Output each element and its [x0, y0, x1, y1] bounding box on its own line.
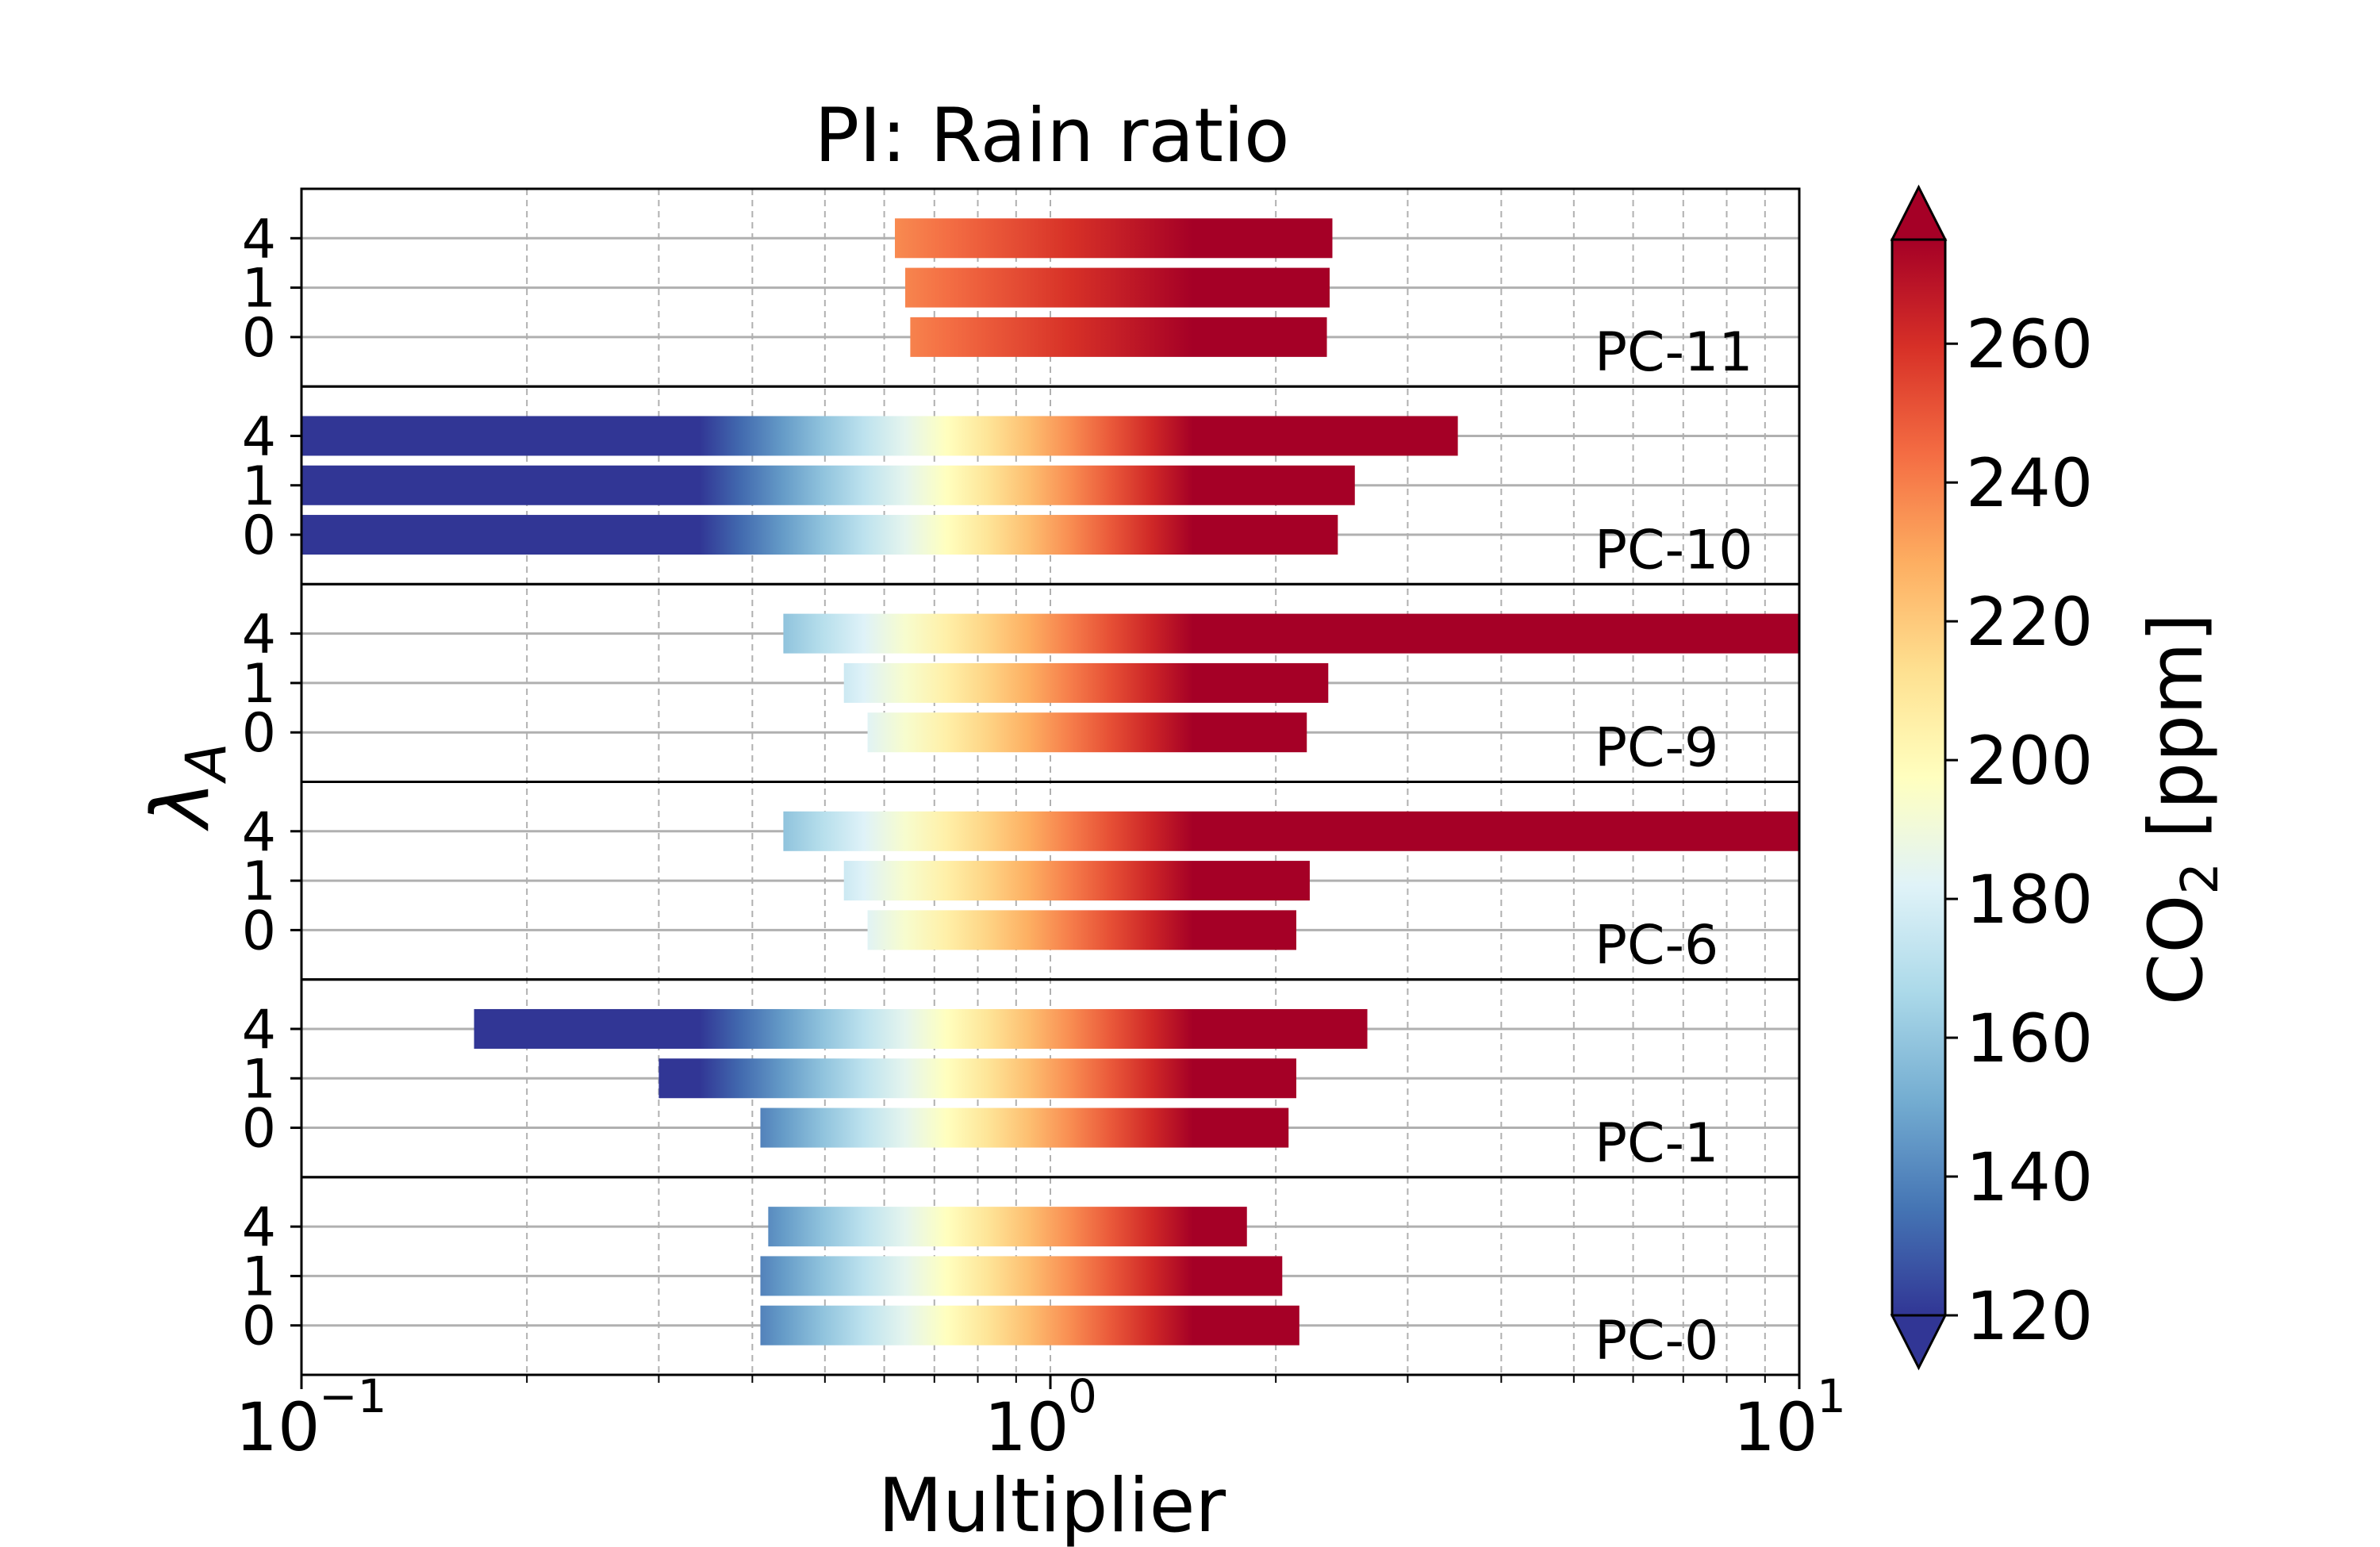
bar-pc-6-lambda-1 — [843, 861, 1310, 901]
y-tick-label: 0 — [242, 702, 276, 765]
bar-pc-9-lambda-0 — [867, 712, 1307, 753]
bar-pc-0-lambda-1 — [760, 1256, 1283, 1296]
colorbar-extend-bottom — [1890, 1314, 1948, 1371]
x-tick-label-exponent: 0 — [1068, 1369, 1097, 1423]
bar-pc-9-lambda-1 — [843, 662, 1329, 703]
y-tick-label: 1 — [242, 1048, 276, 1111]
bar-pc-9-lambda-4 — [783, 613, 1799, 654]
colorbar-extend-top — [1890, 184, 1948, 241]
y-tick-label: 1 — [242, 850, 276, 913]
y-axis-label: λA — [134, 743, 239, 831]
colorbar-tick-label: 240 — [1966, 444, 2093, 522]
y-tick-label: 0 — [242, 505, 276, 567]
y-tick-label: 4 — [242, 801, 276, 864]
x-tick-label: 10 — [985, 1388, 1069, 1466]
group-label: PC-6 — [1595, 915, 1718, 977]
colorbar-label: CO2 [ppm] — [2133, 613, 2230, 1005]
chart-title: PI: Rain ratio — [814, 93, 1289, 179]
colorbar-label-subscript: 2 — [2171, 862, 2230, 895]
group-label: PC-10 — [1595, 519, 1753, 582]
bar-pc-10-lambda-4 — [301, 416, 1458, 456]
panel-pc-6: 410 PC-6 — [242, 781, 1801, 981]
bar-pc-6-lambda-4 — [783, 811, 1799, 851]
group-label: PC-1 — [1595, 1112, 1718, 1175]
colorbar-label-prefix: CO — [2133, 895, 2220, 1006]
colorbar-tick-label: 160 — [1966, 1000, 2093, 1077]
y-tick-label: 1 — [242, 455, 276, 518]
y-tick-label: 0 — [242, 307, 276, 370]
bar-pc-1-lambda-1 — [658, 1058, 1296, 1099]
y-tick-label: 4 — [242, 604, 276, 666]
colorbar-tick-label: 220 — [1966, 583, 2093, 661]
bar-pc-10-lambda-1 — [301, 465, 1355, 505]
panel-pc-11: 410 PC-11 — [242, 187, 1801, 388]
bar-pc-1-lambda-0 — [760, 1107, 1289, 1148]
y-tick-label: 4 — [242, 999, 276, 1061]
colorbar-tick-label: 180 — [1966, 861, 2093, 939]
bar-pc-1-lambda-4 — [474, 1008, 1368, 1049]
bar-pc-6-lambda-0 — [867, 910, 1296, 950]
x-axis-label: Multiplier — [878, 1463, 1226, 1547]
svg-text:CO2 [ppm]: CO2 [ppm] — [2133, 613, 2230, 1005]
bar-pc-11-lambda-4 — [895, 218, 1333, 259]
y-axis-label-lambda: λ — [134, 781, 227, 831]
x-tick-label-exponent: 1 — [1817, 1369, 1846, 1423]
panel-pc-0: 410 PC-0 — [242, 1176, 1801, 1376]
group-label: PC-0 — [1595, 1310, 1718, 1372]
panel-pc-9: 410 PC-9 — [242, 582, 1801, 783]
y-tick-label: 4 — [242, 405, 276, 468]
x-tick-label-exponent: −1 — [319, 1369, 387, 1423]
x-tick-label: 10 — [1733, 1388, 1818, 1466]
colorbar-tick-label: 260 — [1966, 305, 2093, 383]
bar-pc-0-lambda-0 — [760, 1305, 1299, 1345]
colorbar: 120 140 160 180 200 220 240 260 — [1890, 184, 2093, 1371]
x-axis: 10−1 100 101 — [236, 1369, 1846, 1466]
colorbar-tick-label: 120 — [1966, 1277, 2093, 1355]
y-tick-label: 1 — [242, 653, 276, 716]
colorbar-label-suffix: [ppm] — [2133, 613, 2220, 862]
bar-pc-10-lambda-0 — [301, 515, 1338, 555]
y-tick-label: 0 — [242, 900, 276, 962]
y-axis-label-subscript: A — [174, 743, 239, 784]
colorbar-gradient — [1892, 240, 1945, 1315]
group-label: PC-9 — [1595, 717, 1718, 780]
y-tick-label: 4 — [242, 1196, 276, 1259]
colorbar-tick-label: 140 — [1966, 1138, 2093, 1216]
bar-pc-11-lambda-0 — [910, 317, 1327, 357]
colorbar-tick-label: 200 — [1966, 722, 2093, 800]
panel-pc-1: 410 PC-1 — [242, 978, 1801, 1179]
y-tick-label: 1 — [242, 1246, 276, 1308]
colorbar-frame — [1891, 238, 1947, 1317]
y-tick-label: 0 — [242, 1296, 276, 1358]
bar-pc-11-lambda-1 — [905, 267, 1330, 308]
panel-pc-10: 410 PC-10 — [242, 385, 1801, 585]
bar-pc-0-lambda-4 — [768, 1207, 1247, 1247]
svg-text:λA: λA — [134, 743, 239, 831]
x-tick-label: 10 — [236, 1388, 321, 1466]
y-tick-label: 1 — [242, 258, 276, 321]
y-tick-label: 4 — [242, 208, 276, 271]
group-label: PC-11 — [1595, 321, 1753, 384]
y-tick-label: 0 — [242, 1098, 276, 1161]
